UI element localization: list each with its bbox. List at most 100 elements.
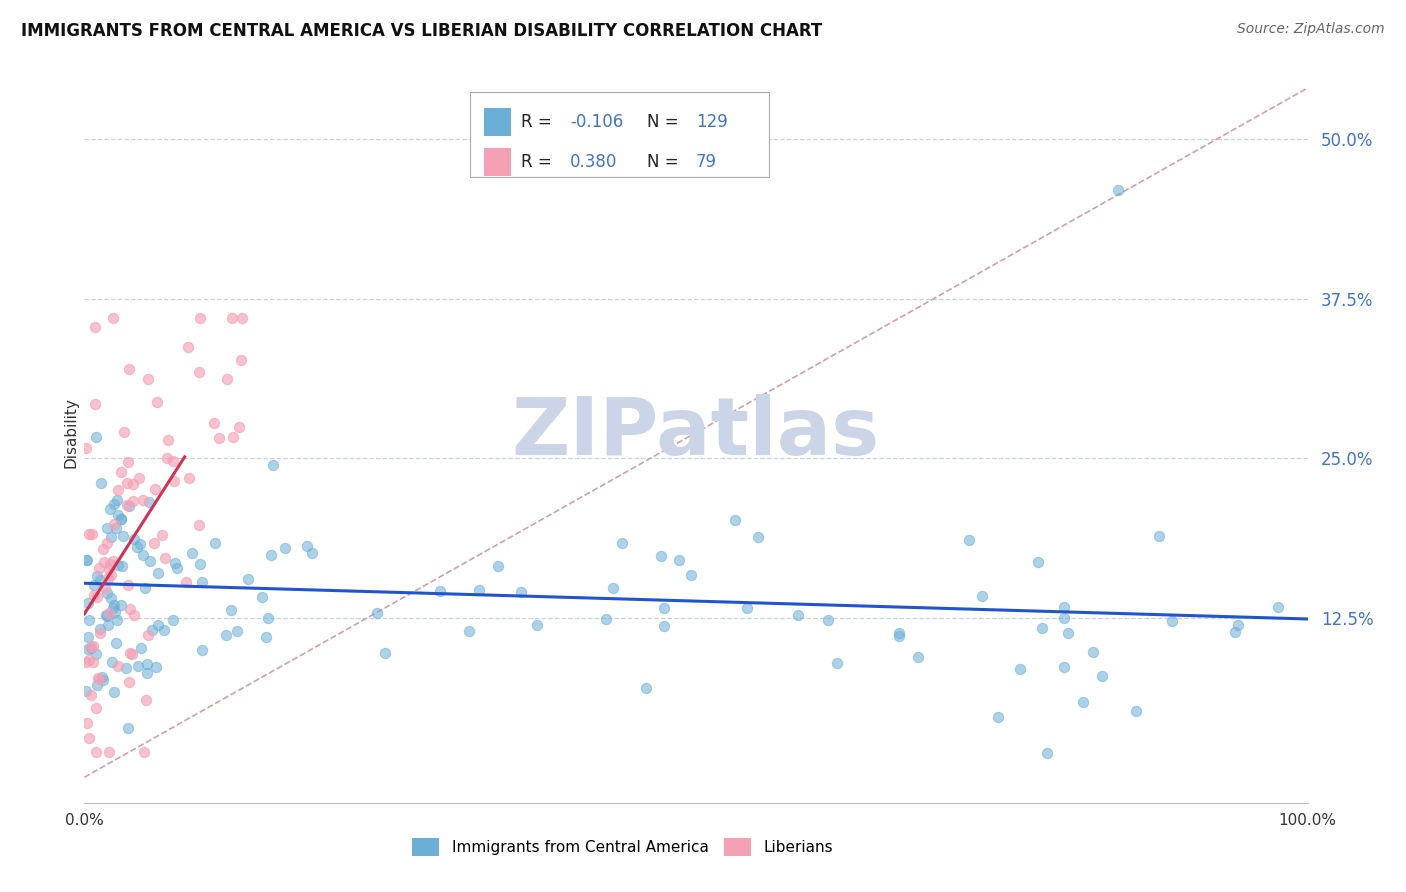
- Point: [97, 745, 120, 759]
- Point: [120, 646, 142, 660]
- Point: [84, 430, 107, 444]
- Point: [118, 675, 141, 690]
- Point: [1107, 183, 1129, 197]
- Point: [125, 540, 148, 554]
- Point: [156, 434, 179, 448]
- Point: [128, 471, 150, 485]
- Point: [650, 549, 672, 563]
- Point: [429, 583, 451, 598]
- Point: [1161, 615, 1184, 629]
- Point: [138, 494, 160, 508]
- Point: [274, 541, 297, 555]
- Point: [153, 550, 176, 565]
- Point: [107, 483, 129, 498]
- Point: [136, 372, 159, 386]
- Point: [84, 745, 107, 759]
- Point: [77, 614, 100, 628]
- Point: [105, 613, 128, 627]
- Point: [141, 623, 163, 637]
- Point: [103, 685, 125, 699]
- Point: [162, 454, 184, 468]
- Point: [1091, 669, 1114, 683]
- Point: [86, 568, 108, 582]
- Point: [118, 602, 141, 616]
- Point: [100, 530, 122, 544]
- Point: [166, 561, 188, 575]
- Point: [117, 577, 139, 591]
- Point: [231, 310, 253, 325]
- Point: [93, 581, 115, 595]
- Point: [84, 397, 107, 411]
- Point: [1010, 662, 1032, 676]
- Point: [217, 372, 239, 386]
- Point: [152, 528, 174, 542]
- Point: [458, 624, 481, 639]
- Point: [146, 394, 169, 409]
- Text: 0.380: 0.380: [569, 153, 617, 171]
- Point: [97, 618, 120, 632]
- Point: [374, 646, 396, 660]
- Point: [1031, 621, 1053, 635]
- Point: [139, 554, 162, 568]
- Point: [117, 721, 139, 735]
- Point: [105, 636, 128, 650]
- Point: [970, 590, 993, 604]
- Point: [101, 601, 124, 615]
- Text: N =: N =: [647, 153, 683, 171]
- Point: [1053, 611, 1076, 625]
- FancyBboxPatch shape: [470, 92, 769, 178]
- Point: [145, 660, 167, 674]
- Point: [177, 340, 200, 354]
- Point: [77, 653, 100, 667]
- Point: [595, 612, 617, 626]
- Text: 129: 129: [696, 113, 728, 131]
- Point: [89, 561, 111, 575]
- Point: [1071, 695, 1094, 709]
- Point: [827, 656, 849, 670]
- Point: [1057, 626, 1080, 640]
- Point: [1226, 618, 1249, 632]
- Point: [98, 561, 121, 575]
- Point: [148, 618, 170, 632]
- Point: [747, 530, 769, 544]
- Point: [122, 494, 145, 508]
- Point: [98, 557, 121, 571]
- Point: [297, 539, 319, 553]
- Point: [652, 601, 675, 615]
- Point: [77, 731, 100, 746]
- Point: [1147, 529, 1170, 543]
- Point: [82, 655, 104, 669]
- Point: [668, 553, 690, 567]
- Point: [91, 673, 114, 687]
- Point: [188, 310, 211, 325]
- Point: [77, 630, 100, 644]
- Point: [1267, 600, 1289, 615]
- Point: [634, 681, 657, 695]
- Point: [153, 623, 176, 637]
- Point: [468, 582, 491, 597]
- Point: [122, 532, 145, 546]
- Point: [79, 640, 101, 654]
- Point: [96, 521, 118, 535]
- Point: [1026, 555, 1049, 569]
- Point: [112, 529, 135, 543]
- Point: [526, 618, 548, 632]
- Point: [129, 537, 152, 551]
- Point: [143, 482, 166, 496]
- Point: [652, 619, 675, 633]
- Point: [162, 613, 184, 627]
- Point: [101, 554, 124, 568]
- Point: [1053, 660, 1076, 674]
- Point: [887, 629, 910, 643]
- Point: [254, 630, 277, 644]
- Point: [1035, 746, 1057, 760]
- Legend: Immigrants from Central America, Liberians: Immigrants from Central America, Liberia…: [406, 832, 839, 862]
- Point: [112, 425, 135, 439]
- Point: [89, 625, 111, 640]
- Point: [1083, 645, 1105, 659]
- Point: [110, 512, 132, 526]
- Y-axis label: Disability: Disability: [63, 397, 79, 468]
- Point: [134, 582, 156, 596]
- Point: [146, 566, 169, 580]
- Point: [76, 596, 98, 610]
